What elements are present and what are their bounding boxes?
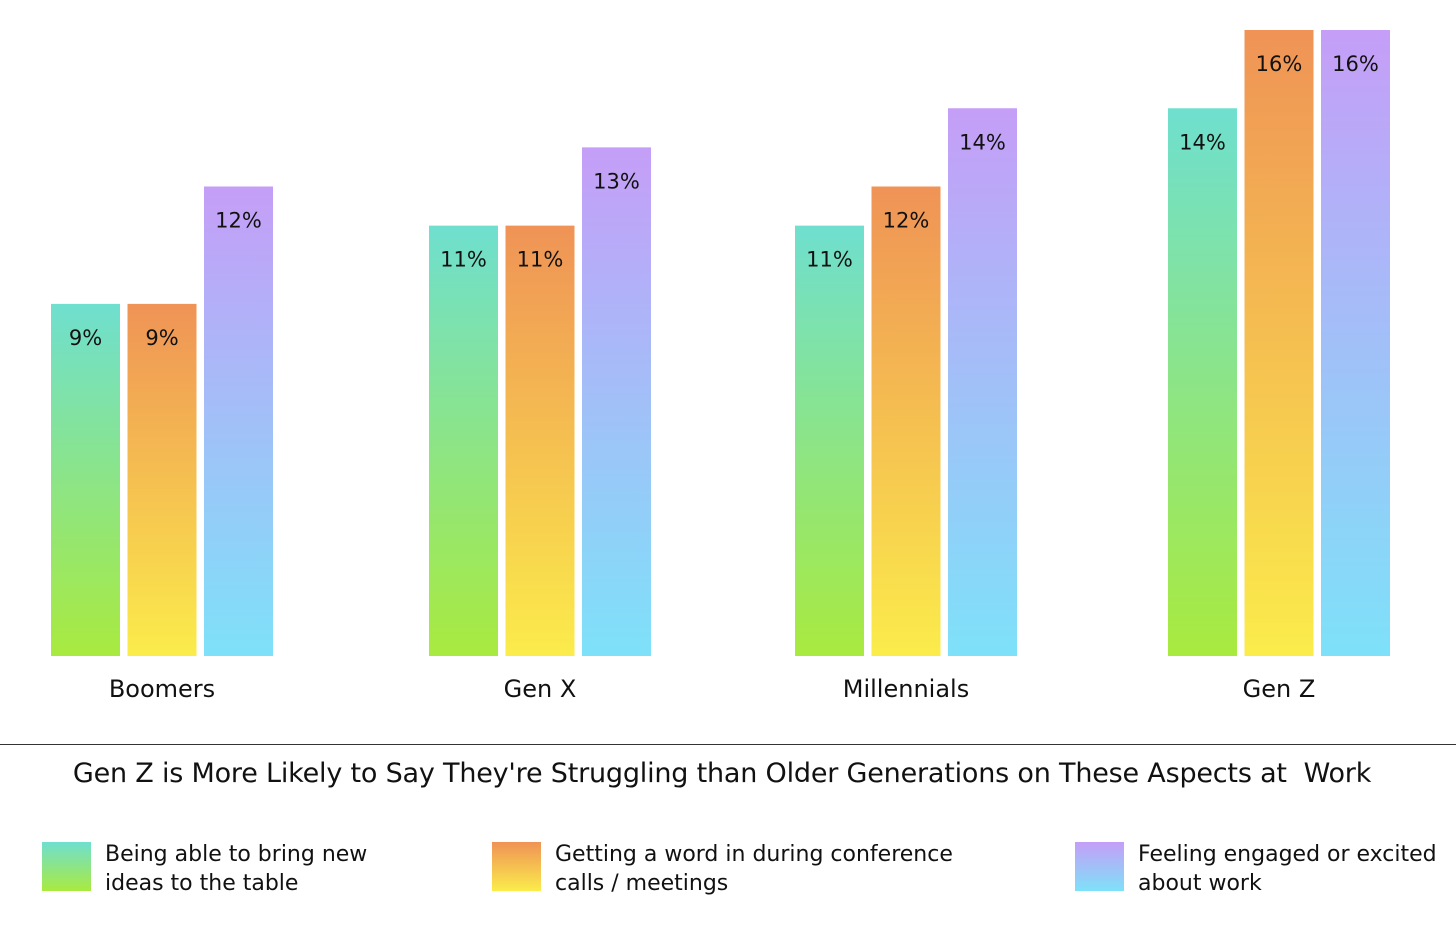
legend-label-conference-calls-line2: calls / meetings: [555, 871, 729, 896]
legend-item-ideas: Being able to bring new ideas to the tab…: [42, 842, 525, 898]
data-label-gen-z-series-1: 14%: [1179, 130, 1226, 154]
legend-label-ideas-line1: Being able to bring new: [105, 842, 368, 867]
bar-millennials-series-3: [948, 108, 1017, 656]
data-label-gen-z-series-3: 16%: [1332, 52, 1379, 76]
legend-item-engaged: Feeling engaged or excited about work: [1075, 842, 1456, 898]
data-label-gen-x-series-3: 13%: [593, 169, 640, 193]
data-label-millennials-series-1: 11%: [806, 248, 853, 272]
data-label-gen-z-series-2: 16%: [1256, 52, 1303, 76]
bar-gen-x-series-2: [505, 225, 575, 656]
bar-chart: 9% 9% 12% 11% 11% 13% 11% 12% 14% 14% 16% 16% Boome…: [51, 30, 1390, 703]
bar-gen-x-series-1: [429, 225, 498, 656]
category-label-gen-z: Gen Z: [1243, 675, 1316, 703]
legend-swatch-engaged: [1075, 842, 1124, 891]
data-label-millennials-series-2: 12%: [883, 209, 930, 233]
bar-boomers-series-3: [204, 186, 273, 656]
category-label-gen-x: Gen X: [504, 675, 577, 703]
bar-gen-z-series-2: [1244, 30, 1314, 656]
legend-swatch-ideas: [42, 842, 91, 891]
bar-gen-z-series-1: [1168, 108, 1237, 656]
legend-swatch-conference-calls: [492, 842, 541, 891]
legend-label-conference-calls-line1: Getting a word in during conference: [555, 842, 953, 867]
chart-title: Gen Z is More Likely to Say They're Stru…: [72, 758, 1372, 789]
bar-boomers-series-1: [51, 303, 120, 656]
divider-line: [0, 744, 1456, 745]
legend-label-ideas-line2: ideas to the table: [105, 871, 299, 896]
legend-label-engaged-line2: about work: [1138, 871, 1262, 896]
bar-gen-z-series-3: [1321, 30, 1390, 656]
bar-millennials-series-1: [795, 225, 864, 656]
data-label-boomers-series-2: 9%: [145, 326, 178, 350]
data-label-gen-x-series-2: 11%: [517, 248, 564, 272]
bar-boomers-series-2: [127, 303, 197, 656]
data-label-boomers-series-3: 12%: [215, 209, 262, 233]
category-label-boomers: Boomers: [109, 675, 215, 703]
legend-item-conference-calls: Getting a word in during conference call…: [492, 842, 975, 898]
bar-millennials-series-2: [871, 186, 941, 656]
bar-gen-x-series-3: [582, 147, 651, 656]
data-label-millennials-series-3: 14%: [959, 130, 1006, 154]
data-label-gen-x-series-1: 11%: [440, 248, 487, 272]
data-label-boomers-series-1: 9%: [69, 326, 102, 350]
category-label-millennials: Millennials: [843, 675, 969, 703]
legend-label-engaged-line1: Feeling engaged or excited: [1138, 842, 1437, 867]
